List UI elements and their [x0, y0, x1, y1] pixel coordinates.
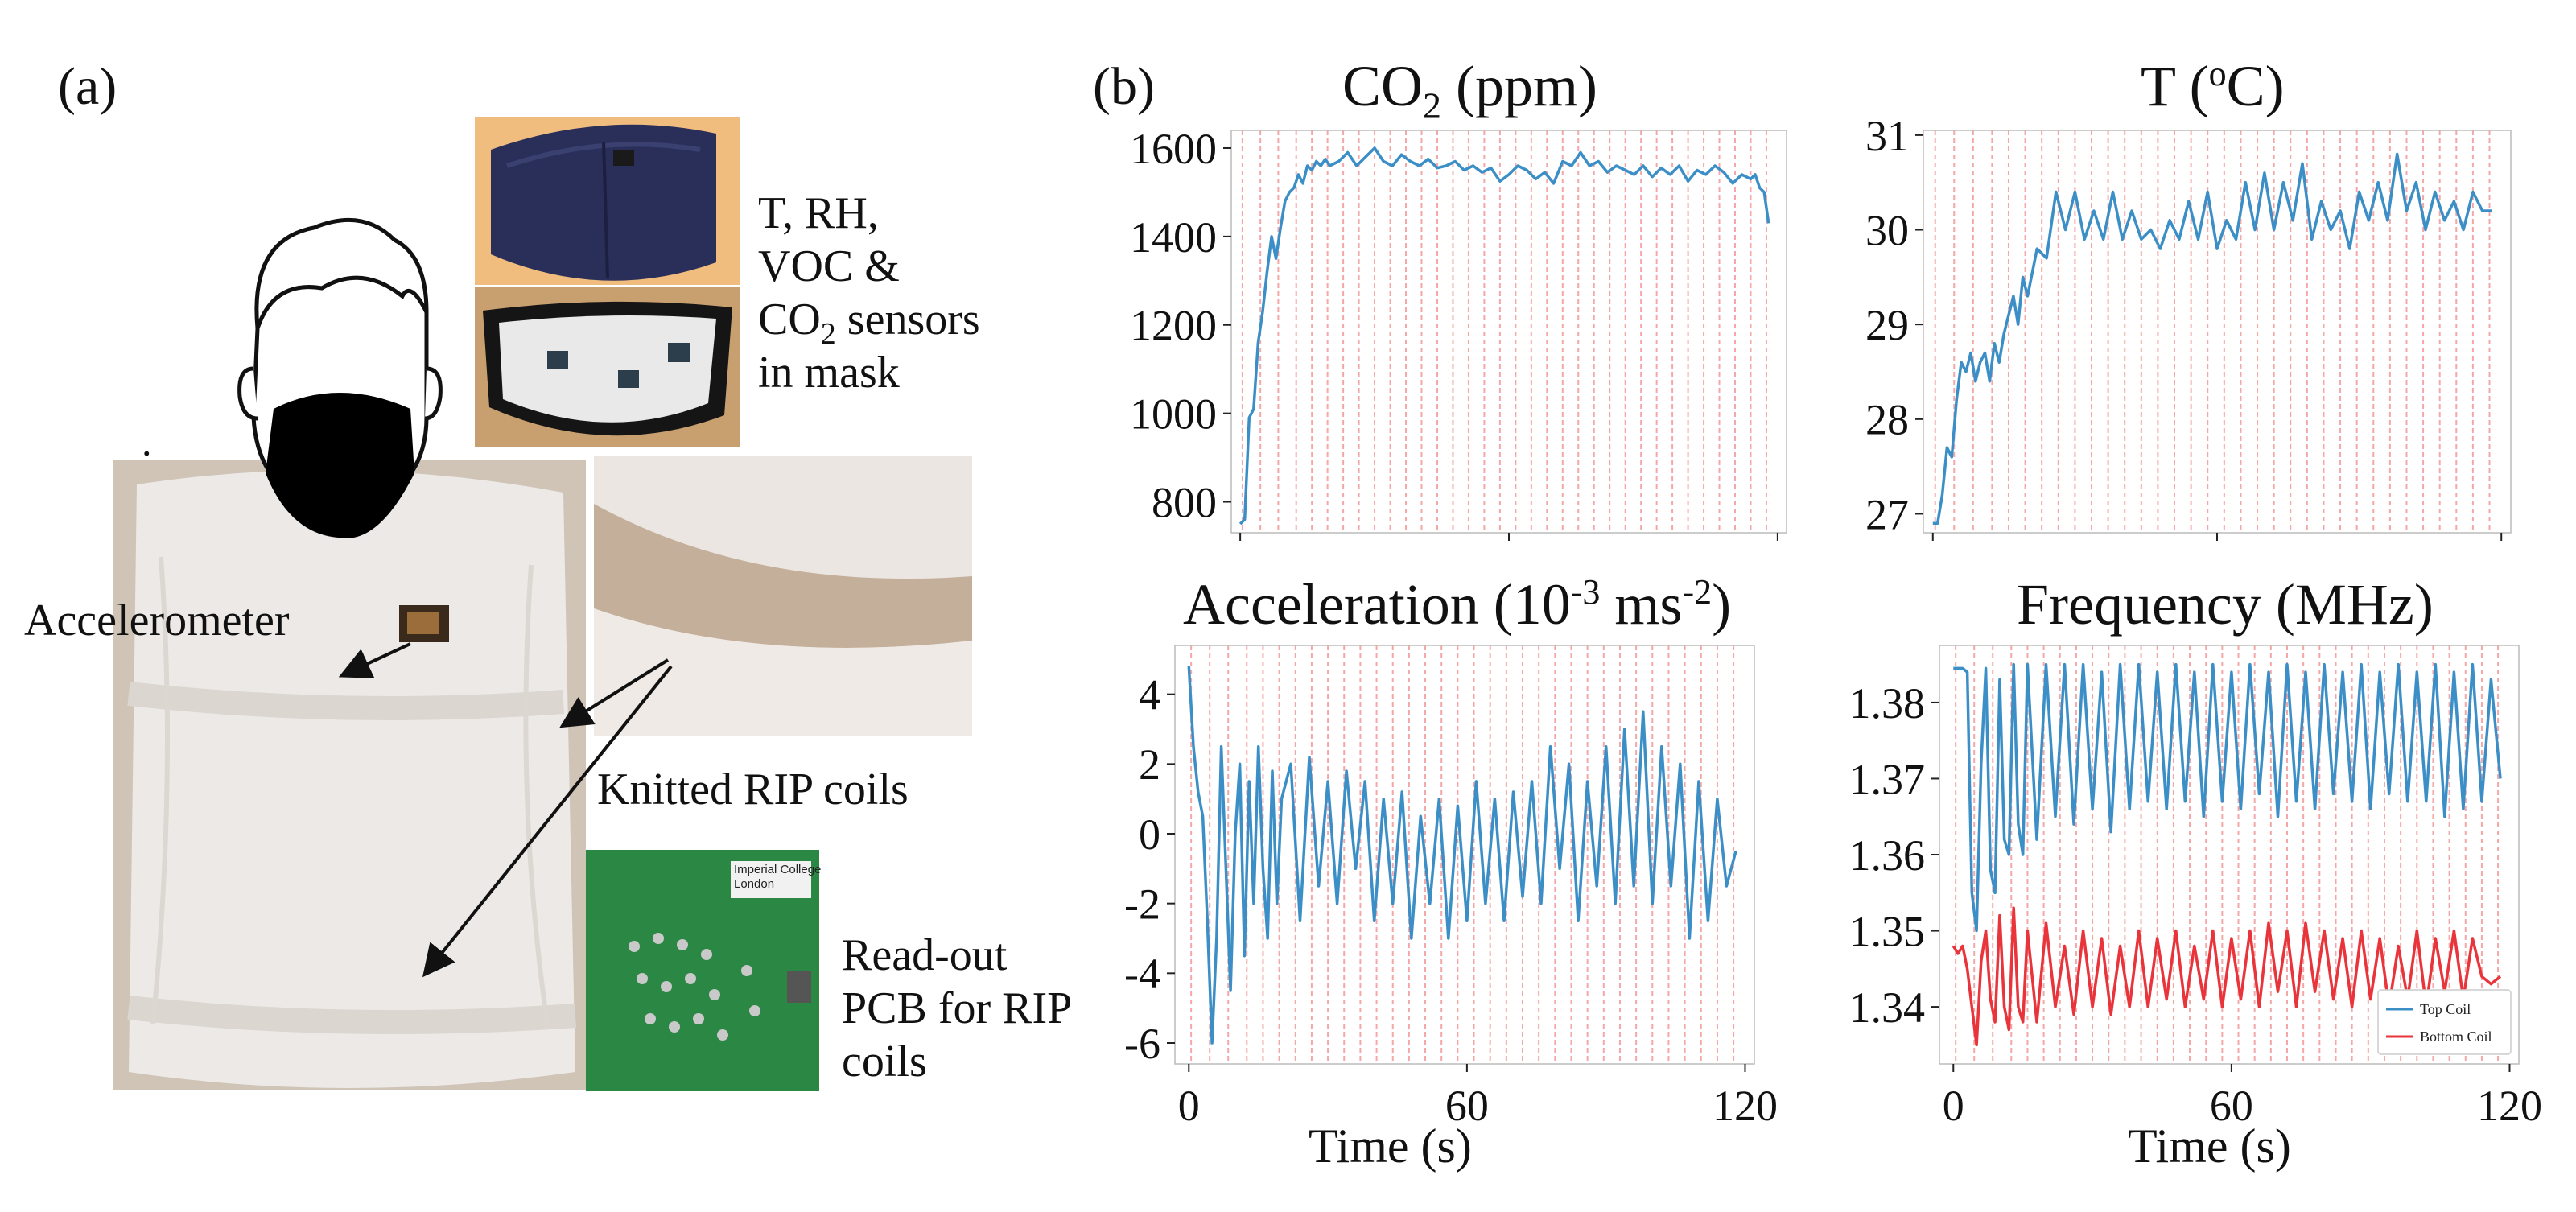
frequency-series-top-coil	[1953, 662, 2502, 933]
mask-photo-outer	[475, 117, 740, 285]
mask-sensor-line-4: in mask	[758, 348, 900, 398]
frequency-chart: 1.34 1.35 1.36 1.37 1.38 0 60 120 Top Coil Bottom…	[1849, 645, 2542, 1130]
acceleration-series-acceleration	[1187, 666, 1737, 1045]
co2-ytick-label: 1400	[1130, 213, 1217, 262]
head-outline-drawing	[237, 217, 443, 538]
acceleration-xtick-label: 0	[1178, 1082, 1200, 1130]
temperature-ytick-label: 31	[1865, 121, 1909, 160]
frequency-ytick-label: 1.38	[1849, 679, 1926, 728]
frequency-xlabel: Time (s)	[2128, 1119, 2291, 1173]
torso-photo	[113, 460, 586, 1090]
acceleration-ytick-label: 4	[1139, 671, 1160, 719]
co2-ytick-label: 800	[1152, 478, 1217, 526]
rip-coils-label: Knitted RIP coils	[597, 765, 909, 814]
frequency-legend-box	[2377, 989, 2512, 1055]
acceleration-chart-title: Acceleration (10-3 ms-2)	[1183, 572, 1732, 637]
acceleration-ytick-label: 2	[1139, 740, 1160, 789]
temperature-chart: 27 28 29 30 31	[1865, 121, 2512, 541]
frequency-ytick-label: 1.36	[1849, 831, 1926, 880]
frequency-xtick-label: 0	[1943, 1082, 1964, 1130]
acceleration-xtick-label: 120	[1713, 1082, 1778, 1130]
acceleration-ytick-label: -6	[1124, 1020, 1160, 1068]
acceleration-ytick-label: 0	[1139, 810, 1160, 859]
frequency-xtick-label: 120	[2477, 1082, 2542, 1130]
mask-sensor-line-2: VOC &	[758, 241, 900, 291]
frequency-legend-label: Bottom Coil	[2420, 1029, 2492, 1045]
acceleration-xlabel: Time (s)	[1309, 1119, 1472, 1173]
frequency-series-bottom-coil	[1952, 906, 2502, 1047]
pcb-text: Imperial College London	[734, 863, 822, 891]
acceleration-ytick-label: -2	[1124, 880, 1160, 929]
frequency-ytick-label: 1.34	[1849, 983, 1926, 1032]
acceleration-xtick-label: 60	[1445, 1082, 1489, 1130]
temperature-series-t	[1932, 152, 2492, 525]
co2-chart: 800 1000 1200 1400 1600	[1130, 125, 1787, 541]
temperature-chart-title: T (oC)	[2141, 54, 2285, 118]
panel-b-label: (b)	[1093, 57, 1155, 116]
mask-photo-inner	[475, 287, 740, 447]
frequency-ytick-label: 1.35	[1849, 907, 1926, 955]
accelerometer-label: Accelerometer	[24, 596, 290, 645]
stray-dot: .	[142, 419, 152, 464]
knit-closeup-photo	[594, 456, 972, 736]
pcb-line-1: Read-out	[842, 930, 1008, 980]
co2-ytick-label: 1000	[1130, 390, 1217, 439]
mask-sensor-line-3: CO2 sensors	[758, 295, 980, 352]
co2-ytick-label: 1600	[1130, 125, 1217, 173]
annotation-arrows	[338, 642, 673, 978]
co2-chart-title: CO2 (ppm)	[1342, 54, 1597, 126]
frequency-legend-label: Top Coil	[2420, 1001, 2471, 1017]
pcb-photo	[586, 850, 819, 1091]
pcb-line-2: PCB for RIP	[842, 983, 1073, 1033]
frequency-xtick-label: 60	[2210, 1082, 2253, 1130]
panel-a-label: (a)	[58, 57, 117, 116]
acceleration-ytick-label: -4	[1124, 950, 1160, 998]
temperature-ytick-label: 29	[1865, 301, 1909, 349]
co2-series-co2	[1239, 146, 1770, 526]
temperature-ytick-label: 27	[1865, 490, 1909, 538]
acceleration-plot-frame	[1174, 645, 1755, 1065]
temperature-ytick-label: 28	[1865, 396, 1909, 444]
acceleration-chart: -6 -4 -2 0 2 4 0 60 120	[1124, 645, 1778, 1130]
temperature-ytick-label: 30	[1865, 206, 1909, 254]
frequency-chart-title: Frequency (MHz)	[2017, 572, 2434, 637]
co2-ytick-label: 1200	[1130, 302, 1217, 350]
frequency-ytick-label: 1.37	[1849, 755, 1926, 803]
pcb-line-3: coils	[842, 1037, 927, 1086]
mask-sensor-line-1: T, RH,	[758, 188, 879, 238]
